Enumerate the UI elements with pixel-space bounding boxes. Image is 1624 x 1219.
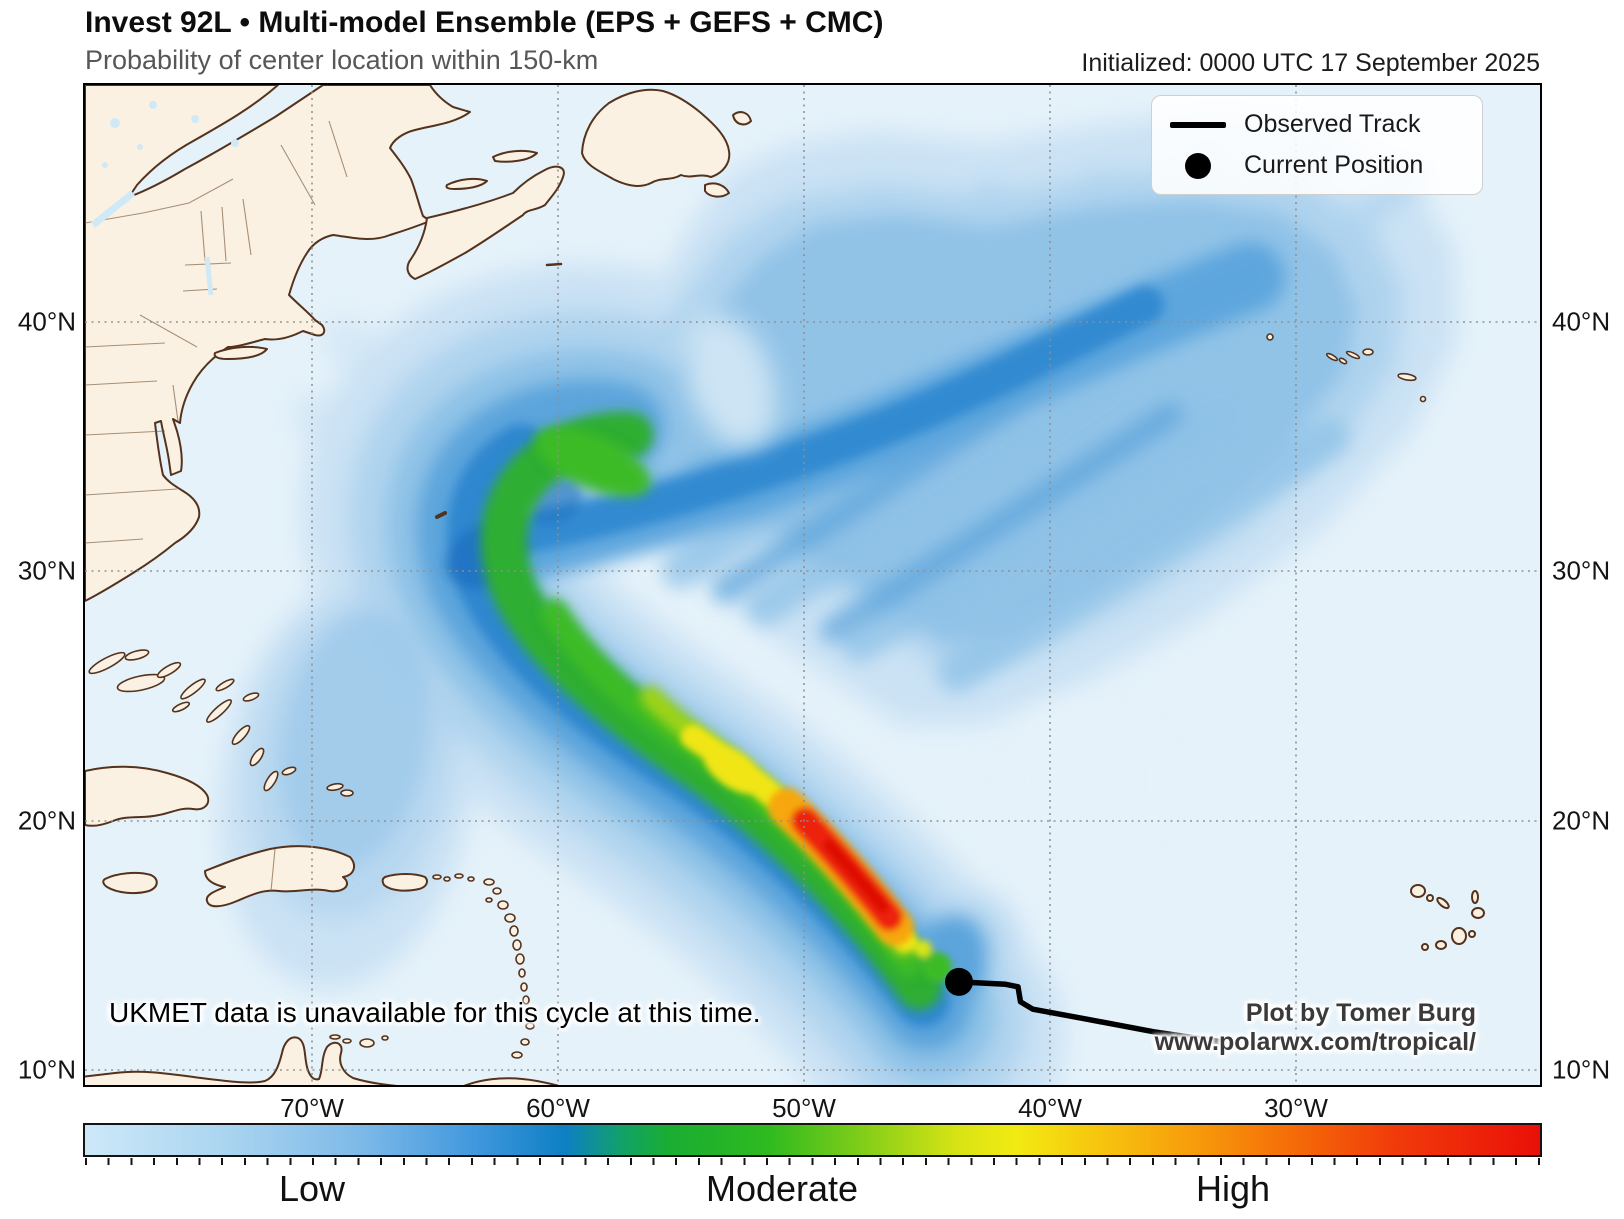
page-title: Invest 92L • Multi-model Ensemble (EPS +… [85, 6, 884, 39]
lat-tick-label-left: 10°N [17, 1054, 76, 1085]
credit-url: www.polarwx.com/tropical/ [1154, 1028, 1476, 1056]
lon-tick-label: 50°W [772, 1093, 836, 1123]
lat-tick-label-right: 10°N [1552, 1054, 1611, 1085]
azores-islands [1266, 333, 1427, 403]
gridlines [85, 85, 1540, 1085]
legend-item: Observed Track [1166, 104, 1482, 145]
colorbar-label-high: High [1195, 1168, 1271, 1209]
lon-tick-label: 60°W [526, 1093, 590, 1123]
bermuda [435, 511, 447, 519]
credit-author: Plot by Tomer Burg [1245, 999, 1476, 1027]
sable-island [545, 262, 563, 267]
map-svg [85, 85, 1540, 1085]
venezuela-islands [329, 1034, 389, 1048]
probability-plume [219, 111, 1457, 1085]
lat-tick-label-right: 30°N [1552, 555, 1611, 586]
colorbar-gradient [85, 1125, 1540, 1155]
newfoundland [581, 88, 731, 187]
lesser-antilles [432, 873, 570, 1059]
map-canvas: Observed Track Current Position UKMET dat… [83, 83, 1542, 1087]
jamaica [102, 871, 158, 895]
legend-item: Current Position [1166, 145, 1482, 186]
colorbar-ticks [85, 1158, 1540, 1165]
colorbar [83, 1123, 1542, 1157]
legend: Observed Track Current Position [1151, 95, 1483, 195]
lakes [90, 101, 239, 296]
bahamas [88, 649, 354, 797]
legend-item-label: Current Position [1244, 151, 1424, 179]
position-dot-icon [1185, 152, 1211, 179]
init-timestamp: Initialized: 0000 UTC 17 September 2025 [1081, 49, 1540, 77]
newfoundland-islets [704, 111, 752, 198]
track-line-icon [1170, 121, 1226, 128]
puerto-rico [381, 873, 428, 892]
nova-scotia [406, 165, 565, 280]
credit: Plot by Tomer Burg www.polarwx.com/tropi… [1155, 999, 1476, 1057]
ukmet-note: UKMET data is unavailable for this cycle… [109, 997, 761, 1028]
legend-item-label: Observed Track [1244, 110, 1421, 138]
cape-verde-islands [1410, 884, 1485, 951]
south-america-coast-east [463, 1077, 560, 1085]
page-subtitle: Probability of center location within 15… [85, 45, 599, 75]
current-position-marker [945, 967, 973, 996]
lat-tick-label-left: 30°N [17, 555, 76, 586]
lat-tick-label-right: 20°N [1552, 805, 1611, 836]
cuba [85, 765, 210, 827]
mainland-north-america [85, 85, 471, 602]
lat-tick-label-left: 20°N [17, 805, 76, 836]
long-island [213, 345, 268, 360]
lat-tick-label-left: 40°N [17, 306, 76, 337]
lon-tick-label: 30°W [1264, 1093, 1328, 1123]
hispaniola [204, 845, 356, 908]
observed-track [945, 967, 1262, 1047]
state-borders [85, 120, 348, 892]
prince-edward-island [445, 177, 488, 190]
colorbar-label-moderate: Moderate [705, 1168, 859, 1209]
lat-tick-label-right: 40°N [1552, 306, 1611, 337]
anticosti-island [492, 149, 538, 163]
colorbar-label-low: Low [278, 1168, 346, 1209]
south-america-coast [85, 1036, 397, 1085]
lon-tick-label: 40°W [1018, 1093, 1082, 1123]
lon-tick-label: 70°W [280, 1093, 344, 1123]
